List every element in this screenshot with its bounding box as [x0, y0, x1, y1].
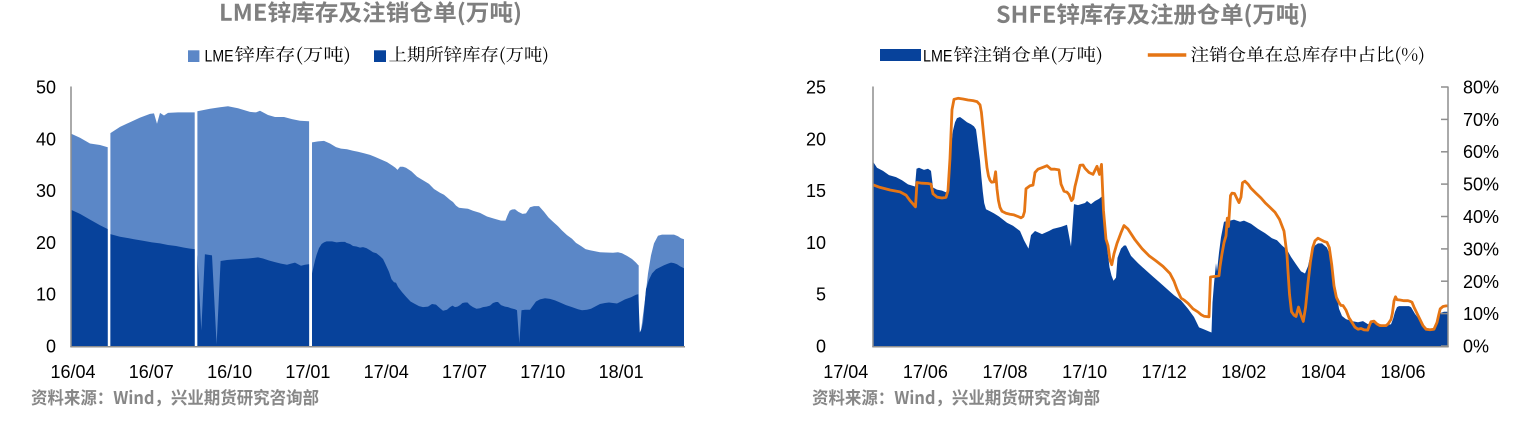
svg-text:30: 30: [36, 181, 56, 201]
svg-text:17/04: 17/04: [823, 362, 868, 382]
svg-text:LME: LME: [923, 47, 953, 66]
svg-text:50%: 50%: [1463, 175, 1499, 195]
svg-text:17/04: 17/04: [364, 362, 409, 382]
svg-text:18/06: 18/06: [1380, 362, 1425, 382]
svg-text:70%: 70%: [1463, 110, 1499, 130]
svg-text:17/06: 17/06: [903, 362, 948, 382]
svg-text:80%: 80%: [1463, 78, 1499, 98]
svg-text:20: 20: [36, 233, 56, 253]
svg-text:16/10: 16/10: [207, 362, 252, 382]
svg-text:18/04: 18/04: [1301, 362, 1346, 382]
svg-text:40: 40: [36, 129, 56, 149]
svg-text:10%: 10%: [1463, 304, 1499, 324]
svg-text:10: 10: [806, 233, 826, 253]
svg-text:LME: LME: [205, 47, 234, 66]
svg-text:17/10: 17/10: [1062, 362, 1107, 382]
svg-text:20: 20: [806, 129, 826, 149]
svg-text:50: 50: [36, 78, 56, 98]
svg-text:0%: 0%: [1463, 337, 1489, 357]
svg-text:16/04: 16/04: [50, 362, 95, 382]
svg-text:17/01: 17/01: [285, 362, 330, 382]
svg-text:30%: 30%: [1463, 239, 1499, 259]
svg-text:17/10: 17/10: [520, 362, 565, 382]
svg-text:18/02: 18/02: [1221, 362, 1266, 382]
svg-text:17/12: 17/12: [1142, 362, 1187, 382]
svg-text:20%: 20%: [1463, 272, 1499, 292]
svg-text:60%: 60%: [1463, 142, 1499, 162]
svg-text:10: 10: [36, 285, 56, 305]
svg-text:0: 0: [816, 337, 826, 357]
svg-text:17/08: 17/08: [982, 362, 1027, 382]
svg-text:16/07: 16/07: [129, 362, 174, 382]
svg-text:0: 0: [46, 337, 56, 357]
svg-text:17/07: 17/07: [442, 362, 487, 382]
svg-text:25: 25: [806, 78, 826, 98]
svg-text:5: 5: [816, 285, 826, 305]
svg-text:15: 15: [806, 181, 826, 201]
svg-text:18/01: 18/01: [599, 362, 644, 382]
svg-text:40%: 40%: [1463, 207, 1499, 227]
